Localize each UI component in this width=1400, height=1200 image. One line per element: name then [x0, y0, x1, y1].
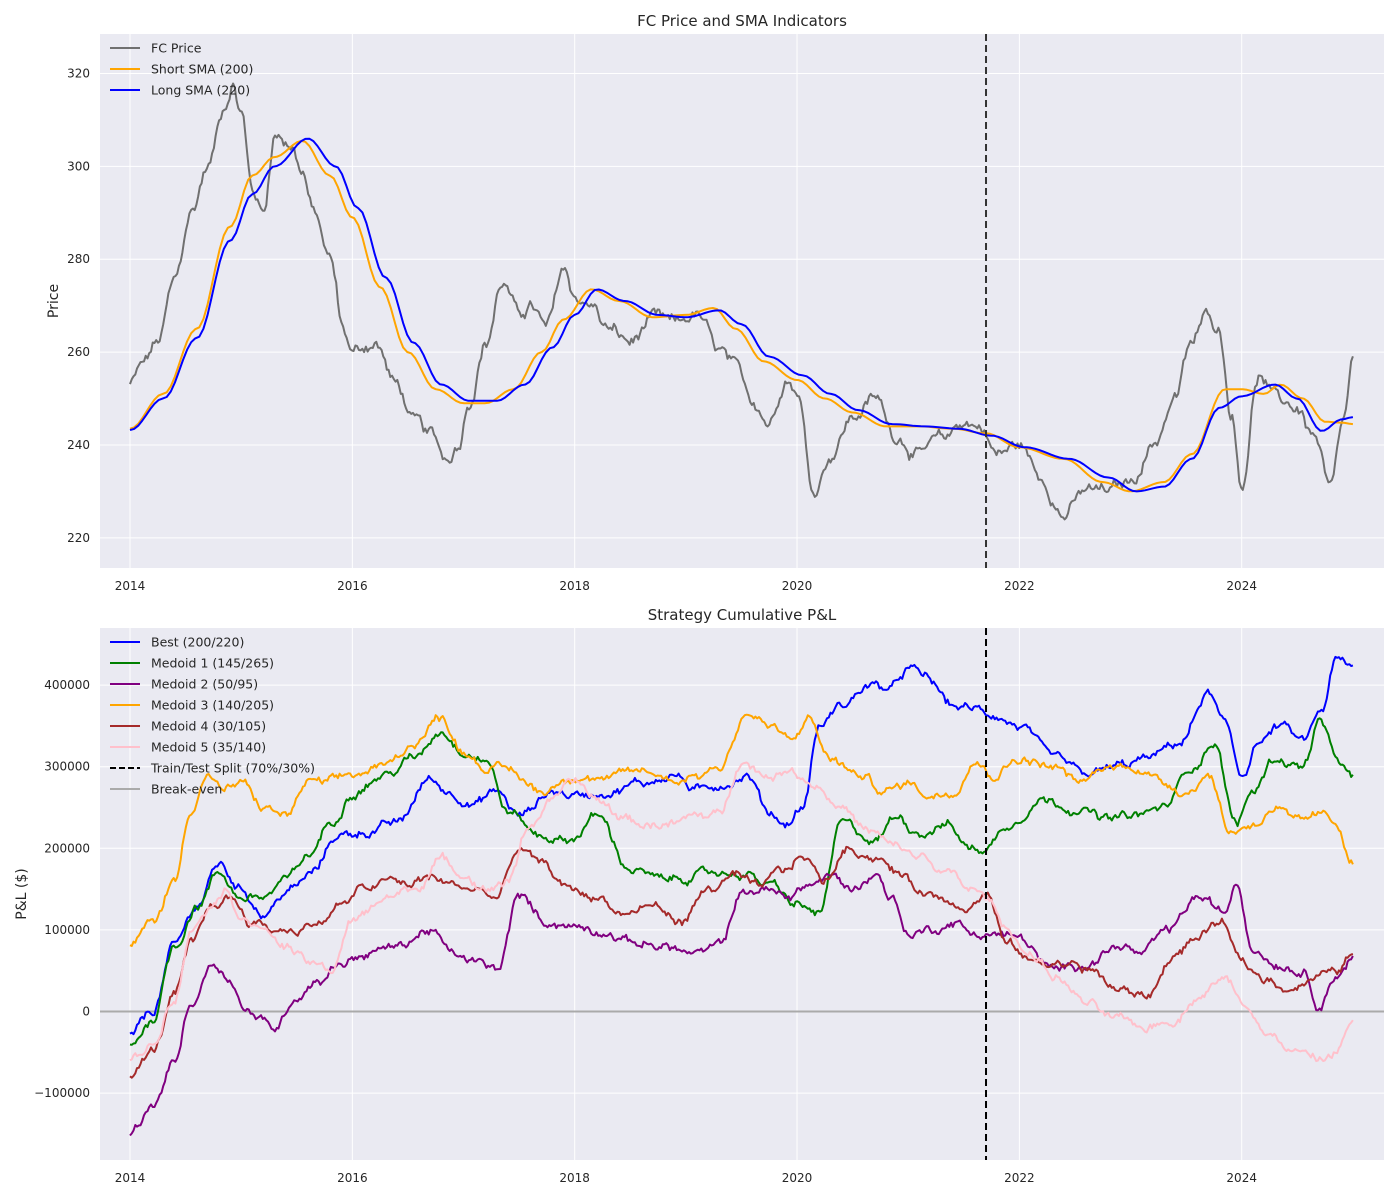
price-chart-y-axis-label: Price [46, 284, 62, 318]
pnl-chart-panel: 2014 2016 2018 2020 2022 2024 −100000 0 100000 20… [14, 606, 1384, 1185]
series-line-3 [129, 713, 1354, 947]
series-line-0 [129, 655, 1354, 1036]
x-tick-label: 2024 [1226, 579, 1257, 593]
y-tick-label: 300 [67, 159, 90, 173]
x-tick-label: 2020 [782, 579, 813, 593]
x-tick-label: 2022 [1004, 1171, 1035, 1185]
legend-label: Best (200/220) [151, 635, 244, 650]
y-tick-label: 100000 [44, 923, 90, 937]
series-line-0 [129, 82, 1354, 521]
legend-label: Short SMA (200) [151, 62, 253, 77]
y-tick-label: 260 [67, 345, 90, 359]
price-chart-series-group [129, 34, 1354, 568]
price-chart-legend: FC Price Short SMA (200) Long SMA (220) [110, 41, 253, 98]
pnl-chart-y-axis-label: P&L ($) [14, 868, 30, 919]
y-tick-label: 240 [67, 438, 90, 452]
y-tick-label: 320 [67, 66, 90, 80]
legend-label: Medoid 2 (50/95) [151, 677, 258, 692]
pnl-chart-grid [100, 628, 1384, 1160]
series-line-4 [129, 845, 1354, 1079]
legend-label: Medoid 3 (140/205) [151, 698, 274, 713]
price-chart-plot-area [100, 34, 1384, 568]
x-tick-label: 2018 [559, 579, 590, 593]
legend-label: Medoid 4 (30/105) [151, 719, 266, 734]
y-tick-label: 280 [67, 252, 90, 266]
pnl-chart-plot-area [100, 628, 1384, 1160]
price-chart-grid [100, 34, 1384, 568]
y-tick-label: 300000 [44, 760, 90, 774]
x-tick-label: 2014 [115, 1171, 146, 1185]
y-tick-label: −100000 [34, 1086, 90, 1100]
x-tick-label: 2022 [1004, 579, 1035, 593]
price-chart-panel: 2014 2016 2018 2020 2022 2024 220 240 260 280 300 3… [46, 12, 1384, 593]
x-tick-label: 2024 [1226, 1171, 1257, 1185]
x-tick-label: 2014 [115, 579, 146, 593]
y-tick-label: 200000 [44, 841, 90, 855]
pnl-chart-legend: Best (200/220) Medoid 1 (145/265) Medoid 2… [110, 635, 315, 797]
pnl-chart-series-group [100, 628, 1384, 1160]
series-line-2 [129, 872, 1354, 1137]
price-chart-title: FC Price and SMA Indicators [637, 12, 847, 30]
pnl-chart-ticks: 2014 2016 2018 2020 2022 2024 −100000 0 100000 20… [34, 678, 1257, 1185]
legend-label: Long SMA (220) [151, 83, 250, 98]
pnl-chart-title: Strategy Cumulative P&L [648, 606, 837, 624]
legend-label: Medoid 5 (35/140) [151, 740, 266, 755]
x-tick-label: 2018 [559, 1171, 590, 1185]
legend-label: Break-even [151, 782, 222, 797]
x-tick-label: 2016 [337, 579, 368, 593]
series-line-1 [129, 139, 1354, 493]
legend-label: Train/Test Split (70%/30%) [150, 761, 315, 776]
x-tick-label: 2020 [782, 1171, 813, 1185]
series-line-5 [129, 761, 1354, 1063]
series-line-2 [129, 137, 1354, 493]
x-tick-label: 2016 [337, 1171, 368, 1185]
y-tick-label: 220 [67, 531, 90, 545]
price-chart-ticks: 2014 2016 2018 2020 2022 2024 220 240 260 280 300 3… [67, 66, 1257, 593]
y-tick-label: 400000 [44, 678, 90, 692]
legend-label: FC Price [151, 41, 202, 56]
y-tick-label: 0 [82, 1004, 90, 1018]
legend-label: Medoid 1 (145/265) [151, 656, 274, 671]
